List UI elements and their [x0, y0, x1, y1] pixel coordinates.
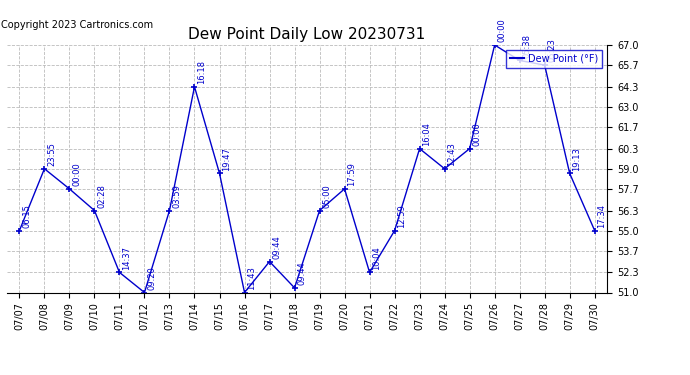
- Text: 10:04: 10:04: [373, 246, 382, 270]
- Text: 19:13: 19:13: [573, 147, 582, 171]
- Text: Copyright 2023 Cartronics.com: Copyright 2023 Cartronics.com: [1, 20, 153, 30]
- Text: 16:04: 16:04: [422, 122, 431, 146]
- Text: 03:59: 03:59: [172, 184, 181, 208]
- Text: 09:20: 09:20: [147, 266, 156, 290]
- Text: 05:23: 05:23: [547, 39, 556, 62]
- Text: 09:44: 09:44: [273, 235, 282, 259]
- Text: 05:00: 05:00: [322, 184, 331, 208]
- Text: 05:38: 05:38: [522, 34, 531, 58]
- Text: 12:59: 12:59: [397, 204, 406, 228]
- Text: 12:43: 12:43: [447, 142, 456, 166]
- Text: 14:37: 14:37: [122, 246, 131, 270]
- Text: 02:28: 02:28: [97, 184, 106, 208]
- Text: 09:44: 09:44: [297, 261, 306, 285]
- Text: 17:34: 17:34: [598, 204, 607, 228]
- Title: Dew Point Daily Low 20230731: Dew Point Daily Low 20230731: [188, 27, 426, 42]
- Text: 00:00: 00:00: [473, 122, 482, 146]
- Text: 17:59: 17:59: [347, 162, 356, 186]
- Text: 23:55: 23:55: [47, 142, 56, 166]
- Text: 06:15: 06:15: [22, 204, 31, 228]
- Text: 19:47: 19:47: [222, 147, 231, 171]
- Text: 16:18: 16:18: [197, 60, 206, 84]
- Text: 00:00: 00:00: [72, 162, 81, 186]
- Text: 00:00: 00:00: [497, 18, 506, 42]
- Legend: Dew Point (°F): Dew Point (°F): [506, 50, 602, 68]
- Text: 11:43: 11:43: [247, 266, 256, 290]
